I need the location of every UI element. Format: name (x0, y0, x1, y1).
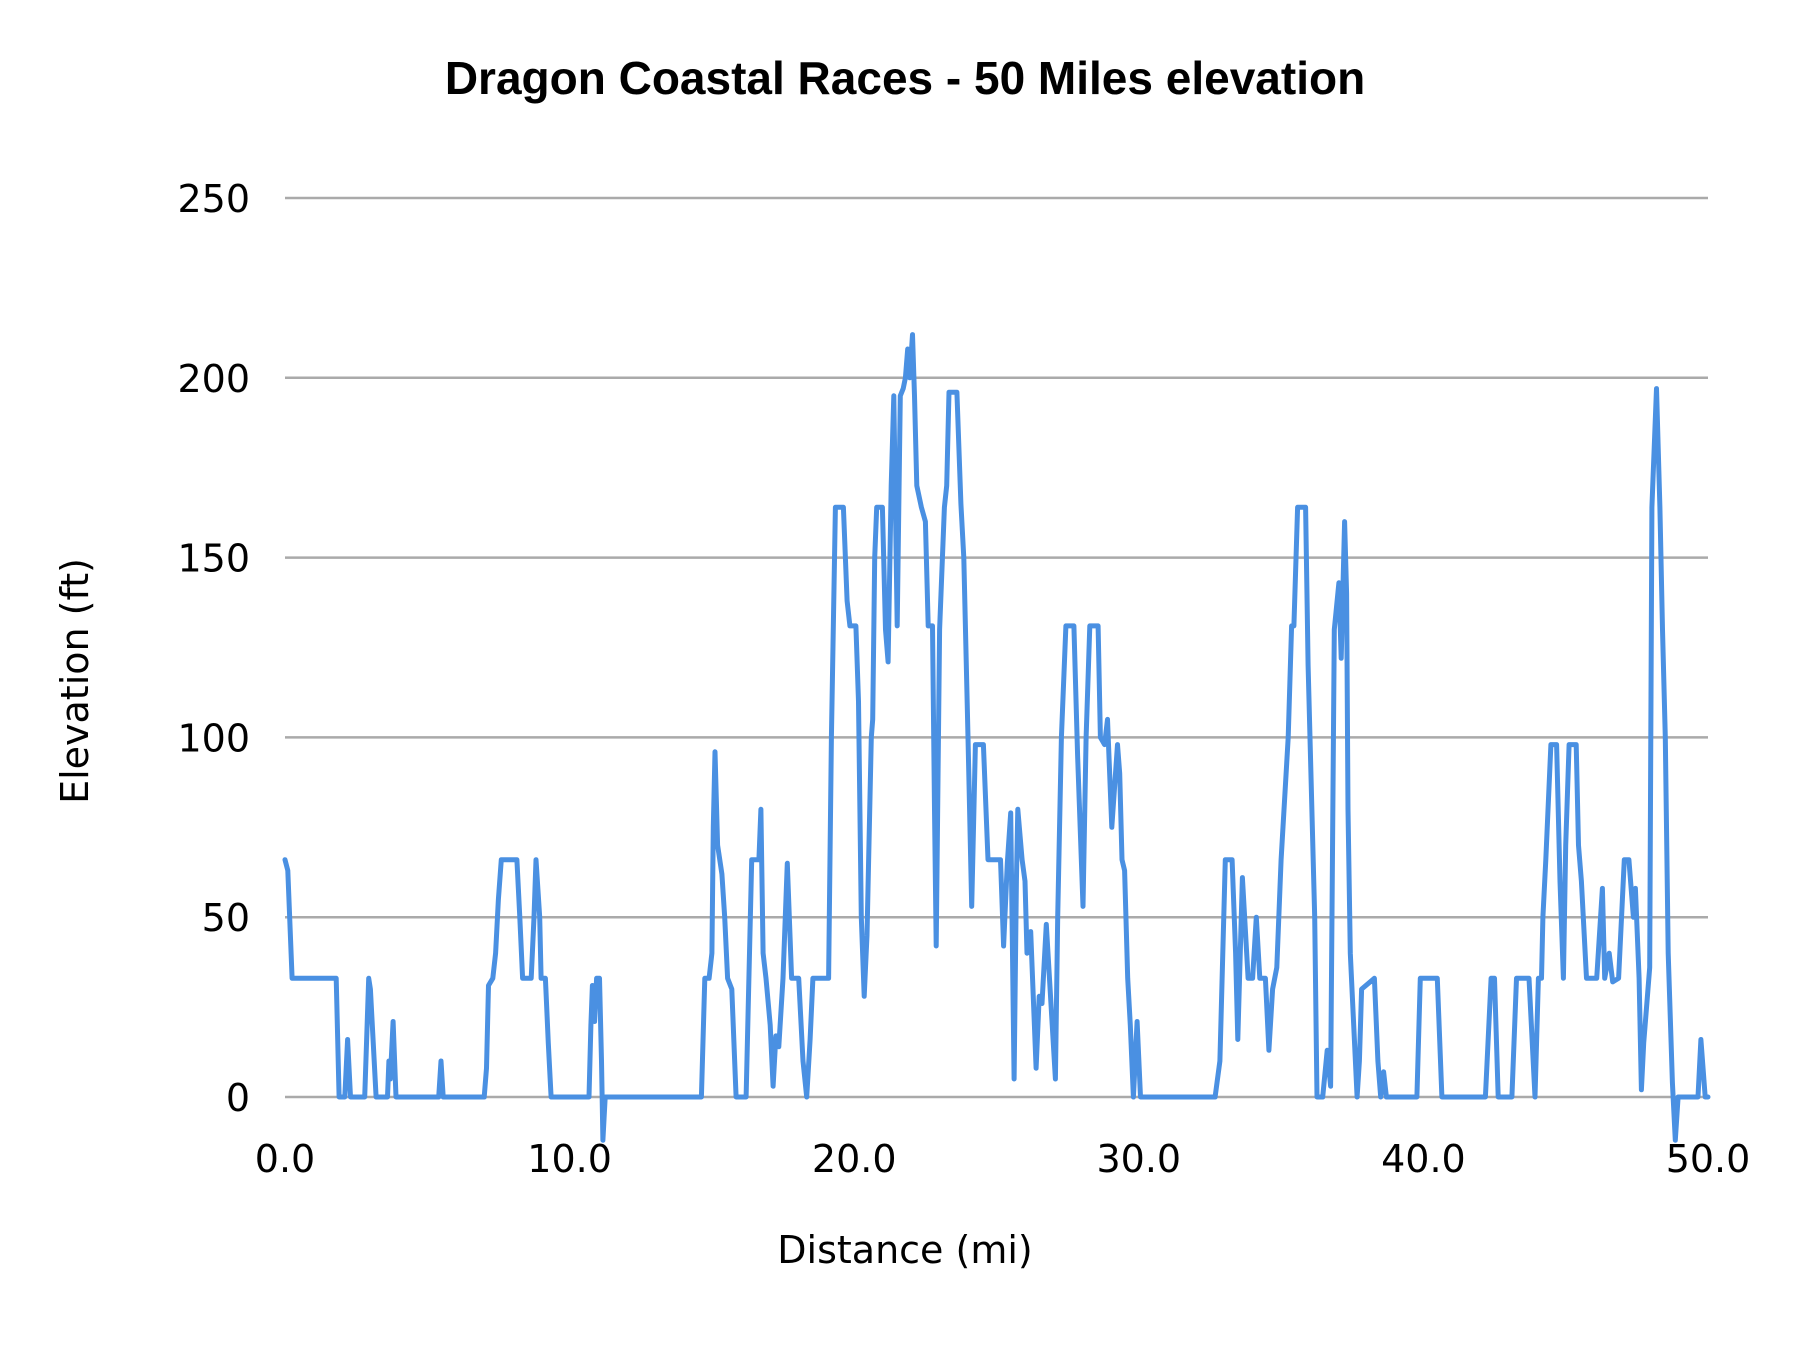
gridlines (285, 196, 1708, 1099)
x-tick-label: 40.0 (1381, 1137, 1466, 1181)
x-tick-labels: 0.0 10.0 20.0 30.0 40.0 50.0 (255, 1137, 1751, 1181)
y-tick-label: 200 (177, 357, 250, 401)
x-axis-label: Distance (mi) (777, 1228, 1032, 1272)
y-tick-label: 150 (177, 537, 250, 581)
x-tick-label: 10.0 (527, 1137, 612, 1181)
y-axis-label: Elevation (ft) (53, 558, 97, 804)
x-tick-label: 20.0 (812, 1137, 897, 1181)
y-tick-label: 250 (177, 177, 250, 221)
x-tick-label: 0.0 (255, 1137, 315, 1181)
chart-title: Dragon Coastal Races - 50 Miles elevatio… (445, 52, 1365, 104)
elevation-line (282, 332, 1711, 1143)
y-tick-label: 50 (202, 896, 250, 940)
x-tick-label: 50.0 (1666, 1137, 1751, 1181)
x-tick-label: 30.0 (1096, 1137, 1181, 1181)
y-tick-label: 0 (226, 1076, 250, 1120)
y-tick-label: 100 (177, 716, 250, 760)
series-group (282, 332, 1711, 1143)
y-tick-labels: 0 50 100 150 200 250 (177, 177, 250, 1120)
